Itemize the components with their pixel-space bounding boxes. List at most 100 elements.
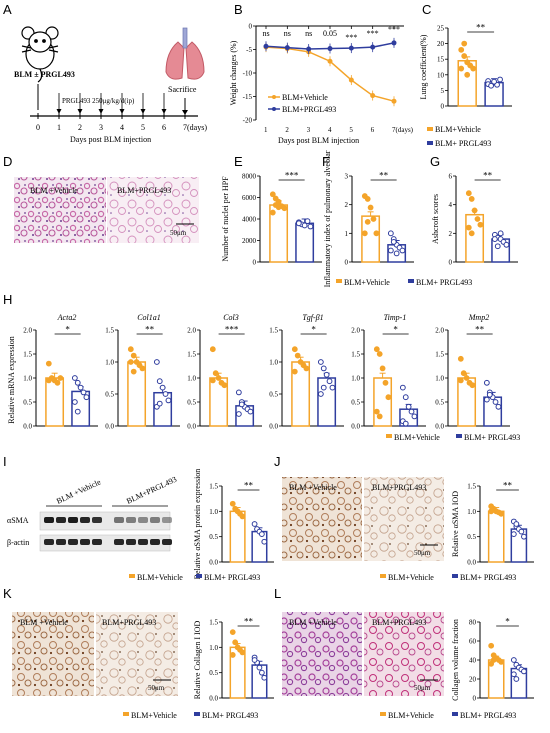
panel-k-scale: 50μm — [148, 684, 165, 692]
data-point — [370, 216, 377, 222]
bar — [45, 377, 65, 427]
legend-k-prgl: BLM+ PRGL493 — [202, 711, 258, 720]
data-point — [483, 396, 490, 403]
legend-efg-prgl: BLM+ PRGL493 — [416, 278, 472, 287]
data-point — [464, 71, 471, 78]
panel-k-image-vehicle — [12, 612, 94, 696]
y-tick-label: 1.5 — [269, 327, 278, 335]
data-point — [399, 247, 406, 254]
y-tick-label: 2.0 — [187, 327, 196, 335]
asma-band — [138, 517, 148, 523]
x-tick-label: 5 — [349, 126, 353, 134]
y-tick-label: 1.0 — [351, 375, 360, 383]
y-tick-label: 0.0 — [209, 695, 218, 703]
panel-letter-d: D — [3, 154, 12, 169]
data-point — [521, 668, 527, 675]
bactin-band — [92, 539, 102, 545]
sig-label: *** — [388, 25, 400, 34]
panel-l-label-prgl: BLM+PRGL493 — [372, 618, 426, 627]
y-tick-label: 0.0 — [467, 559, 476, 567]
data-point — [54, 379, 61, 386]
data-point — [327, 58, 333, 64]
panel-b-chart: 0 -5 -10 -15 -20 Weight changes (%) 1 2 3 4 5 6 7(da… — [229, 23, 414, 146]
data-point — [251, 521, 258, 527]
data-point — [320, 384, 327, 391]
y-tick-label: 0.0 — [269, 423, 278, 431]
data-point — [295, 220, 302, 227]
data-point — [326, 378, 333, 385]
y-tick-label: 1.5 — [105, 327, 114, 335]
data-point — [229, 629, 236, 636]
panel-b-legend: BLM+Vehicle BLM+PRGL493 — [268, 93, 336, 114]
panel-c-legend: BLM+Vehicle BLM+ PRGL493 — [427, 125, 491, 148]
data-point — [497, 76, 503, 83]
data-point — [521, 533, 527, 540]
y-tick-label: 1.0 — [23, 375, 32, 383]
data-point — [492, 399, 499, 405]
data-point — [458, 65, 465, 72]
chart-title: Tgf-β1 — [302, 313, 323, 322]
timeline-tick-label: 1 — [57, 123, 61, 132]
panel-k: BLM +Vehicle BLM+PRGL493 50μm — [12, 612, 178, 696]
data-point — [510, 671, 517, 678]
data-point — [495, 403, 502, 410]
y-tick-label: 2000 — [242, 237, 257, 245]
y-tick-label: 1 — [345, 230, 349, 238]
data-point — [130, 368, 137, 375]
panel-l-chart: 0 20 40 60 80 Collagen volume fraction * — [451, 617, 534, 703]
data-point — [74, 408, 81, 415]
panel-h-chart-1: 0.0 0.5 1.0 1.5 2.0 Acta2 * — [23, 313, 98, 431]
panel-e-chart: 0 2000 4000 6000 8000 Number of nuclei per HP… — [221, 171, 322, 267]
sig-label: ** — [379, 171, 389, 181]
data-point — [153, 359, 160, 365]
panel-letter-i: I — [3, 454, 7, 469]
panel-j-chart: 0.0 0.5 1.0 1.5 Relative αSMA IOD ** — [451, 481, 534, 567]
sig-label: *** — [285, 171, 299, 181]
data-point — [162, 391, 169, 397]
data-point — [387, 247, 394, 254]
sig-label: ns — [284, 29, 291, 38]
y-tick-label: 1.5 — [467, 483, 476, 491]
sig-label: * — [311, 325, 316, 335]
data-point — [165, 397, 172, 404]
data-point — [497, 230, 504, 237]
data-point — [477, 221, 484, 228]
legend-l-prgl: BLM+ PRGL493 — [460, 711, 516, 720]
timeline-tick-label: 6 — [162, 123, 166, 132]
data-point — [488, 642, 495, 649]
y-tick-label: 0.5 — [351, 399, 360, 407]
asma-band — [80, 517, 90, 523]
mouse-icon — [21, 26, 59, 83]
y-tick-label: 0.0 — [435, 423, 444, 431]
legend-b-prgl: BLM+PRGL493 — [282, 105, 336, 114]
legend-b-vehicle: BLM+Vehicle — [282, 93, 328, 102]
y-tick-label: 0 — [473, 695, 477, 703]
y-tick-label: 1.0 — [269, 359, 278, 367]
data-point — [483, 379, 490, 386]
x-axis-label: Days post BLM injection — [278, 136, 359, 145]
timeline-tick-label: 5 — [141, 123, 145, 132]
bactin-band — [126, 539, 136, 545]
blot-label-asma: αSMA — [7, 516, 29, 525]
sig-label: ** — [475, 325, 485, 335]
y-axis-label: Relative Collagen I IOD — [193, 621, 202, 700]
y-tick-label: 0.5 — [467, 533, 476, 541]
y-tick-label: 2 — [449, 230, 453, 238]
panel-h-legend: BLM+Vehicle BLM+ PRGL493 — [386, 433, 520, 442]
panel-l-image-vehicle — [282, 612, 362, 696]
y-axis-label: Number of nuclei per HPF — [221, 176, 230, 262]
data-point — [209, 377, 216, 384]
data-point — [491, 236, 498, 242]
y-tick-label: 0.0 — [209, 559, 218, 567]
data-point — [469, 382, 476, 389]
panel-j-label-vehicle: BLM +Vehicle — [289, 483, 337, 492]
sig-label: ** — [244, 617, 254, 627]
y-tick-label: 0.0 — [351, 423, 360, 431]
data-point — [370, 44, 376, 50]
y-tick-label: 3 — [345, 173, 349, 181]
legend-j-prgl: BLM+ PRGL493 — [460, 573, 516, 582]
bar — [373, 377, 393, 427]
y-axis-label: Collagen volume fraction — [451, 619, 460, 701]
bar — [361, 215, 381, 263]
bar — [251, 530, 268, 563]
